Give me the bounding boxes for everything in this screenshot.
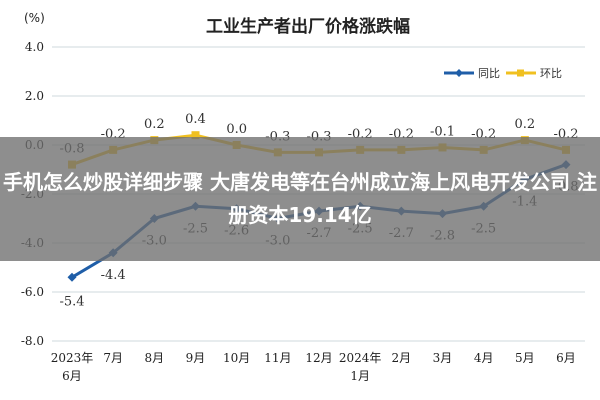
y-tick-label: -6.0 xyxy=(21,285,44,299)
x-tick-label: 6月 xyxy=(556,351,576,365)
x-tick-label: 7月 xyxy=(103,351,123,365)
legend: 同比 环比 xyxy=(444,67,562,80)
x-tick-label: 2月 xyxy=(392,351,412,365)
x-tick-label: 2023年 xyxy=(51,351,94,365)
legend-label-yoy: 同比 xyxy=(478,67,500,80)
y-tick-label: 2.0 xyxy=(25,89,44,103)
x-tick-label: 5月 xyxy=(515,351,535,365)
data-label: -0.1 xyxy=(430,124,455,139)
x-axis-ticks: 2023年 6月 7月 8月 9月 10月 11月 12月 2024年 1月 2月 3月 4月 5月 6月 xyxy=(51,351,576,383)
y-unit-label: (%) xyxy=(24,11,45,25)
x-tick-label: 12月 xyxy=(305,351,332,365)
x-tick-label: 11月 xyxy=(264,351,291,365)
legend-marker-yoy xyxy=(455,69,463,77)
data-point xyxy=(67,272,77,282)
x-tick-label: 1月 xyxy=(350,369,370,383)
x-tick-label: 10月 xyxy=(223,351,250,365)
data-label: 0.4 xyxy=(185,112,206,127)
y-tick-label: 4.0 xyxy=(25,40,44,54)
data-label: 0.0 xyxy=(226,122,247,137)
headline-banner[interactable]: 手机怎么炒股详细步骤 大唐发电等在台州成立海上风电开发公司 注册资本19.14亿 xyxy=(0,137,600,261)
y-tick-label: -8.0 xyxy=(21,334,44,348)
data-label: -4.4 xyxy=(101,268,126,283)
legend-marker-mom xyxy=(517,69,524,77)
legend-label-mom: 环比 xyxy=(540,67,562,80)
x-tick-label: 2024年 xyxy=(339,351,382,365)
x-tick-label: 6月 xyxy=(62,369,82,383)
x-tick-label: 3月 xyxy=(433,351,453,365)
chart-title: 工业生产者出厂价格涨跌幅 xyxy=(206,16,410,37)
x-tick-label: 8月 xyxy=(145,351,165,365)
headline-text[interactable]: 手机怎么炒股详细步骤 大唐发电等在台州成立海上风电开发公司 注册资本19.14亿 xyxy=(3,170,597,227)
data-point xyxy=(191,131,200,140)
x-tick-label: 9月 xyxy=(186,351,206,365)
x-tick-label: 4月 xyxy=(474,351,494,365)
data-label: -5.4 xyxy=(59,294,84,309)
data-label: 0.2 xyxy=(144,117,165,132)
data-label: 0.2 xyxy=(514,117,535,132)
